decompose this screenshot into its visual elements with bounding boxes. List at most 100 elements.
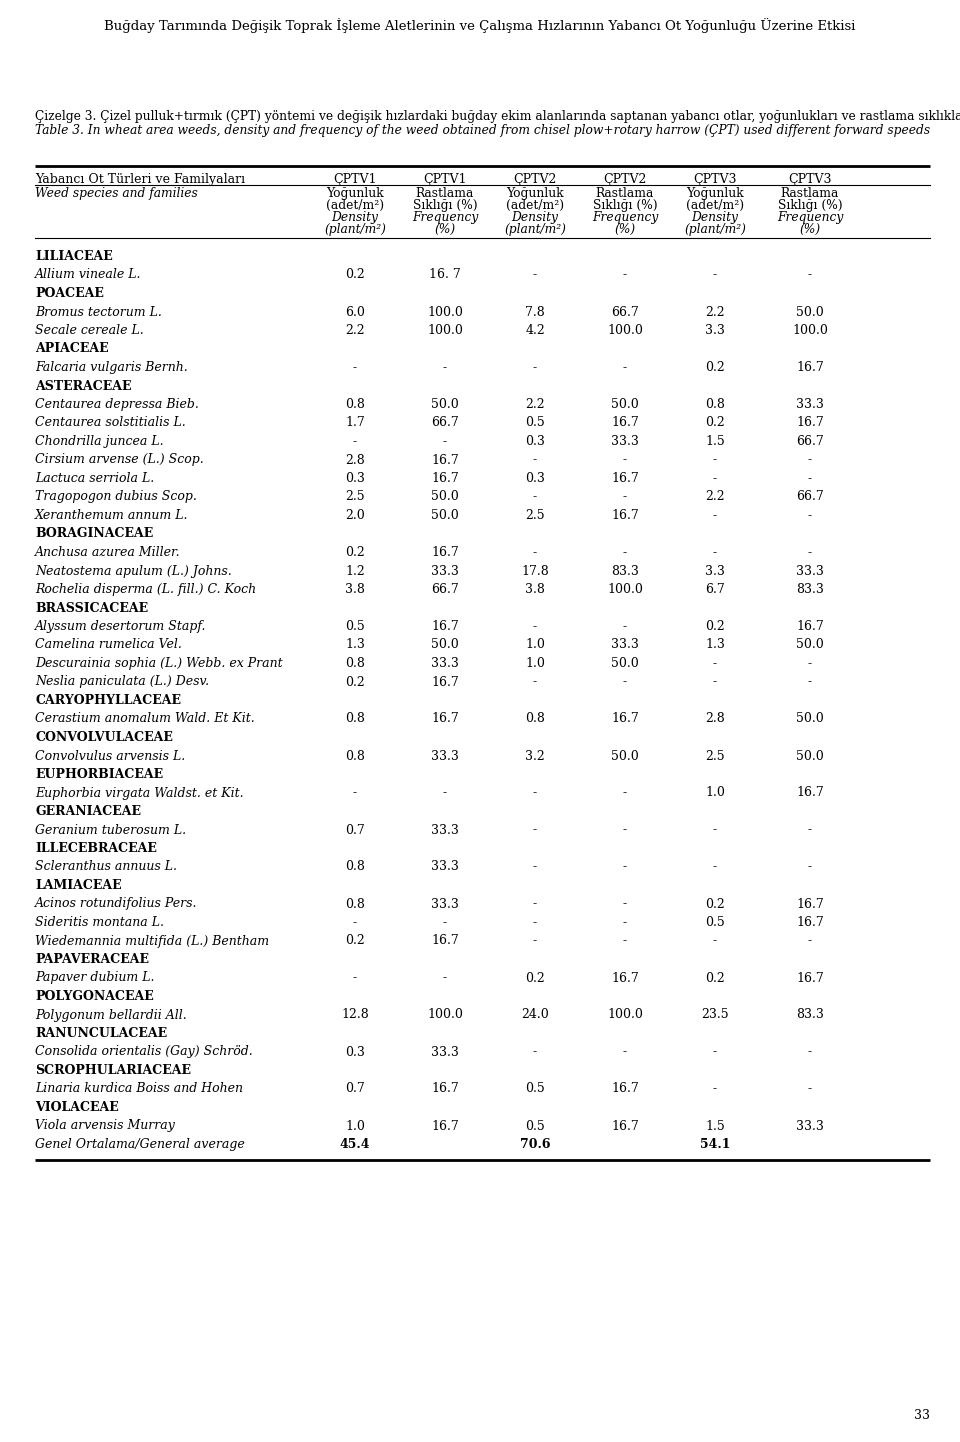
Text: 33: 33 bbox=[914, 1409, 930, 1422]
Text: Xeranthemum annum L.: Xeranthemum annum L. bbox=[35, 509, 188, 522]
Text: 100.0: 100.0 bbox=[427, 324, 463, 337]
Text: 0.8: 0.8 bbox=[525, 712, 545, 725]
Text: 0.8: 0.8 bbox=[345, 750, 365, 763]
Text: -: - bbox=[808, 1083, 812, 1096]
Text: -: - bbox=[808, 658, 812, 671]
Text: Centaurea solstitialis L.: Centaurea solstitialis L. bbox=[35, 417, 185, 430]
Text: 66.7: 66.7 bbox=[796, 435, 824, 448]
Text: 33.3: 33.3 bbox=[431, 564, 459, 577]
Text: 17.8: 17.8 bbox=[521, 564, 549, 577]
Text: Wiedemannia multifida (L.) Bentham: Wiedemannia multifida (L.) Bentham bbox=[35, 934, 269, 947]
Text: Bromus tectorum L.: Bromus tectorum L. bbox=[35, 306, 162, 319]
Text: ÇPTV1: ÇPTV1 bbox=[333, 173, 376, 186]
Text: -: - bbox=[623, 675, 627, 688]
Text: 0.5: 0.5 bbox=[525, 417, 545, 430]
Text: PAPAVERACEAE: PAPAVERACEAE bbox=[35, 953, 149, 966]
Text: 0.2: 0.2 bbox=[706, 417, 725, 430]
Text: 33.3: 33.3 bbox=[796, 1119, 824, 1132]
Text: 2.2: 2.2 bbox=[706, 306, 725, 319]
Text: CONVOLVULACEAE: CONVOLVULACEAE bbox=[35, 731, 173, 744]
Text: Viola arvensis Murray: Viola arvensis Murray bbox=[35, 1119, 175, 1132]
Text: Sıklığı (%): Sıklığı (%) bbox=[592, 199, 658, 212]
Text: 16.7: 16.7 bbox=[612, 712, 638, 725]
Text: 1.5: 1.5 bbox=[706, 1119, 725, 1132]
Text: Linaria kurdica Boiss and Hohen: Linaria kurdica Boiss and Hohen bbox=[35, 1083, 243, 1096]
Text: 50.0: 50.0 bbox=[612, 658, 638, 671]
Text: Buğday Tarımında Değişik Toprak İşleme Aletlerinin ve Çalışma Hızlarının Yabancı: Buğday Tarımında Değişik Toprak İşleme A… bbox=[105, 17, 855, 33]
Text: 16.7: 16.7 bbox=[796, 897, 824, 910]
Text: 83.3: 83.3 bbox=[796, 1008, 824, 1021]
Text: -: - bbox=[713, 1083, 717, 1096]
Text: -: - bbox=[808, 472, 812, 485]
Text: 16.7: 16.7 bbox=[612, 417, 638, 430]
Text: 66.7: 66.7 bbox=[612, 306, 638, 319]
Text: 16.7: 16.7 bbox=[431, 675, 459, 688]
Text: -: - bbox=[808, 675, 812, 688]
Text: 0.2: 0.2 bbox=[706, 972, 725, 985]
Text: -: - bbox=[533, 934, 537, 947]
Text: Consolida orientalis (Gay) Schröd.: Consolida orientalis (Gay) Schröd. bbox=[35, 1045, 252, 1058]
Text: 50.0: 50.0 bbox=[796, 306, 824, 319]
Text: 1.3: 1.3 bbox=[345, 639, 365, 652]
Text: Density: Density bbox=[691, 211, 738, 224]
Text: 6.7: 6.7 bbox=[706, 583, 725, 596]
Text: 16.7: 16.7 bbox=[431, 1083, 459, 1096]
Text: -: - bbox=[623, 490, 627, 503]
Text: 0.5: 0.5 bbox=[525, 1083, 545, 1096]
Text: 2.2: 2.2 bbox=[706, 490, 725, 503]
Text: Frequency: Frequency bbox=[777, 211, 843, 224]
Text: 50.0: 50.0 bbox=[796, 712, 824, 725]
Text: 3.3: 3.3 bbox=[705, 324, 725, 337]
Text: -: - bbox=[533, 897, 537, 910]
Text: 2.5: 2.5 bbox=[346, 490, 365, 503]
Text: 2.8: 2.8 bbox=[706, 712, 725, 725]
Text: -: - bbox=[713, 268, 717, 281]
Text: ASTERACEAE: ASTERACEAE bbox=[35, 379, 132, 392]
Text: 2.5: 2.5 bbox=[525, 509, 545, 522]
Text: -: - bbox=[808, 547, 812, 559]
Text: 2.0: 2.0 bbox=[346, 509, 365, 522]
Text: -: - bbox=[808, 509, 812, 522]
Text: 0.2: 0.2 bbox=[346, 547, 365, 559]
Text: Euphorbia virgata Waldst. et Kit.: Euphorbia virgata Waldst. et Kit. bbox=[35, 786, 244, 799]
Text: 50.0: 50.0 bbox=[612, 398, 638, 411]
Text: -: - bbox=[443, 786, 447, 799]
Text: -: - bbox=[623, 934, 627, 947]
Text: Lactuca serriola L.: Lactuca serriola L. bbox=[35, 472, 155, 485]
Text: 1.3: 1.3 bbox=[705, 639, 725, 652]
Text: 33.3: 33.3 bbox=[431, 750, 459, 763]
Text: ÇPTV3: ÇPTV3 bbox=[693, 173, 736, 186]
Text: -: - bbox=[443, 972, 447, 985]
Text: -: - bbox=[533, 453, 537, 467]
Text: 0.8: 0.8 bbox=[345, 897, 365, 910]
Text: 0.5: 0.5 bbox=[525, 1119, 545, 1132]
Text: -: - bbox=[353, 360, 357, 373]
Text: 16.7: 16.7 bbox=[796, 620, 824, 633]
Text: Genel Ortalama/General average: Genel Ortalama/General average bbox=[35, 1138, 245, 1151]
Text: -: - bbox=[623, 620, 627, 633]
Text: -: - bbox=[623, 1045, 627, 1058]
Text: 0.5: 0.5 bbox=[346, 620, 365, 633]
Text: 83.3: 83.3 bbox=[796, 583, 824, 596]
Text: 0.7: 0.7 bbox=[346, 823, 365, 836]
Text: -: - bbox=[713, 1045, 717, 1058]
Text: Tragopogon dubius Scop.: Tragopogon dubius Scop. bbox=[35, 490, 197, 503]
Text: 0.2: 0.2 bbox=[706, 360, 725, 373]
Text: Allium vineale L.: Allium vineale L. bbox=[35, 268, 141, 281]
Text: Sıklığı (%): Sıklığı (%) bbox=[778, 199, 842, 212]
Text: 2.5: 2.5 bbox=[706, 750, 725, 763]
Text: 16.7: 16.7 bbox=[796, 417, 824, 430]
Text: 3.2: 3.2 bbox=[525, 750, 545, 763]
Text: 2.2: 2.2 bbox=[525, 398, 545, 411]
Text: 16.7: 16.7 bbox=[796, 972, 824, 985]
Text: Scleranthus annuus L.: Scleranthus annuus L. bbox=[35, 861, 177, 874]
Text: (adet/m²): (adet/m²) bbox=[506, 199, 564, 212]
Text: -: - bbox=[808, 453, 812, 467]
Text: Frequency: Frequency bbox=[412, 211, 478, 224]
Text: -: - bbox=[713, 658, 717, 671]
Text: -: - bbox=[533, 823, 537, 836]
Text: 50.0: 50.0 bbox=[431, 639, 459, 652]
Text: 0.7: 0.7 bbox=[346, 1083, 365, 1096]
Text: -: - bbox=[533, 360, 537, 373]
Text: Weed species and families: Weed species and families bbox=[35, 187, 198, 200]
